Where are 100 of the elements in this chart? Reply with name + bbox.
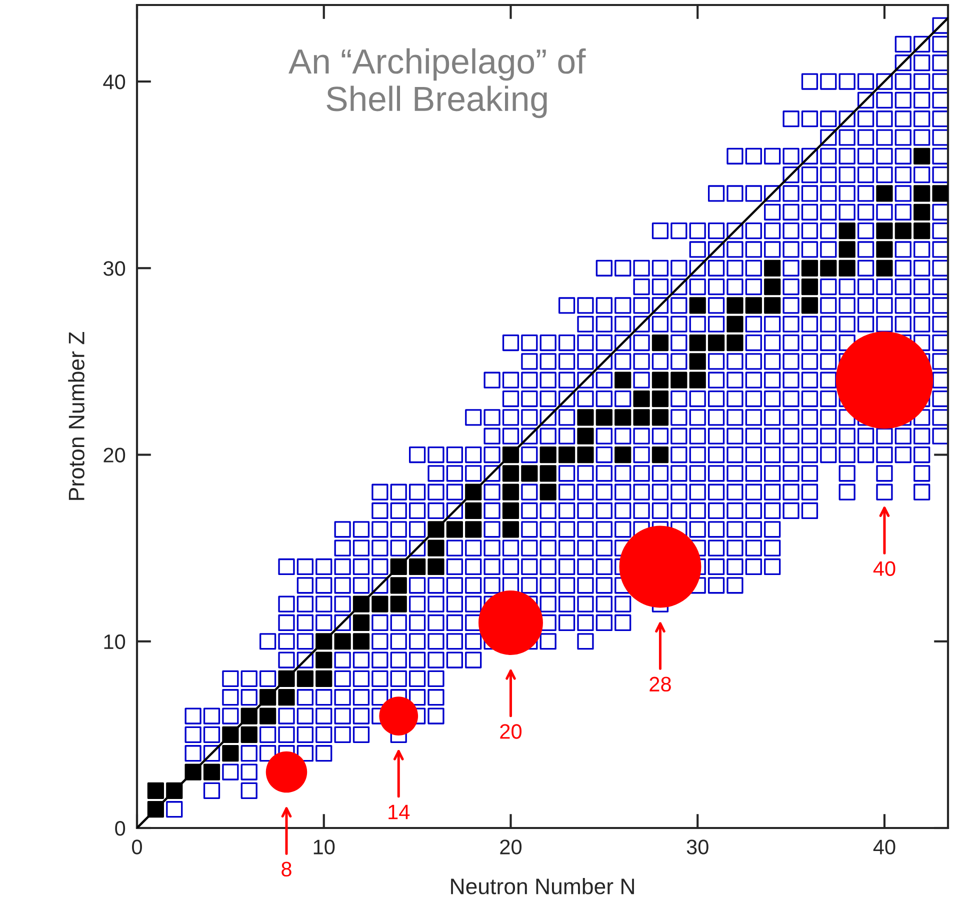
point <box>408 689 426 706</box>
point <box>726 390 744 408</box>
point <box>540 428 556 444</box>
point <box>764 521 781 538</box>
y-tick-label: 20 <box>104 448 126 463</box>
point <box>876 204 893 220</box>
point <box>876 297 893 314</box>
point <box>914 129 930 146</box>
point <box>689 484 706 500</box>
point <box>614 353 632 370</box>
point <box>446 558 463 576</box>
point <box>894 316 912 332</box>
point <box>316 596 332 612</box>
annotation: 28 <box>650 676 671 692</box>
point <box>857 73 874 90</box>
annotation: 20 <box>500 724 522 739</box>
point <box>166 801 183 818</box>
point <box>577 540 594 556</box>
point <box>782 502 800 520</box>
point <box>820 110 837 128</box>
point <box>577 316 594 332</box>
point <box>764 484 781 500</box>
point <box>726 558 744 576</box>
point <box>372 502 388 520</box>
point <box>596 297 612 314</box>
point <box>278 726 295 743</box>
point <box>914 446 930 464</box>
point <box>764 148 781 164</box>
point <box>782 372 800 388</box>
point <box>801 166 818 184</box>
point <box>428 465 444 482</box>
point <box>633 260 650 276</box>
point <box>894 166 912 184</box>
point <box>502 428 520 444</box>
point <box>408 633 426 650</box>
point <box>726 540 744 556</box>
text: 8 <box>282 862 292 877</box>
text: An “Archipelago” of Shell Breaking <box>288 48 586 118</box>
x-tick-label: 30 <box>686 840 708 854</box>
point <box>932 204 948 220</box>
point <box>670 222 688 240</box>
point <box>726 465 744 482</box>
point <box>764 390 781 408</box>
point <box>914 166 930 184</box>
point <box>446 652 463 668</box>
point <box>222 708 239 724</box>
point <box>932 166 948 184</box>
point <box>782 110 800 128</box>
point <box>782 390 800 408</box>
point <box>540 633 556 650</box>
point <box>372 652 388 668</box>
point <box>745 222 762 240</box>
point <box>670 502 688 520</box>
point <box>764 446 781 464</box>
point <box>932 222 948 240</box>
point <box>540 540 556 556</box>
point <box>894 185 912 202</box>
point <box>857 222 874 240</box>
point <box>633 278 650 296</box>
point <box>726 409 744 426</box>
point <box>203 726 220 743</box>
point <box>577 353 594 370</box>
point <box>540 577 556 594</box>
point <box>502 409 520 426</box>
point <box>558 372 576 388</box>
point <box>334 689 351 706</box>
point <box>857 297 874 314</box>
y-tick-label: 30 <box>104 261 126 276</box>
point <box>596 484 612 500</box>
point <box>577 596 594 612</box>
point <box>745 316 762 332</box>
point <box>782 148 800 164</box>
point <box>334 521 351 538</box>
point <box>820 316 837 332</box>
point <box>857 148 874 164</box>
point <box>894 92 912 108</box>
point <box>408 502 426 520</box>
point <box>764 558 781 576</box>
point <box>764 222 781 240</box>
point <box>484 409 500 426</box>
point <box>876 129 893 146</box>
point <box>914 428 930 444</box>
point <box>390 614 407 632</box>
point <box>932 36 948 52</box>
point <box>558 502 576 520</box>
point <box>782 316 800 332</box>
point <box>838 278 856 296</box>
point <box>558 428 576 444</box>
point <box>726 484 744 500</box>
point <box>521 577 538 594</box>
point <box>782 353 800 370</box>
point <box>689 316 706 332</box>
point <box>708 558 725 576</box>
point <box>296 577 314 594</box>
point <box>540 558 556 576</box>
point <box>240 745 258 762</box>
point <box>614 428 632 444</box>
point <box>390 633 407 650</box>
point <box>484 521 500 538</box>
point <box>782 260 800 276</box>
